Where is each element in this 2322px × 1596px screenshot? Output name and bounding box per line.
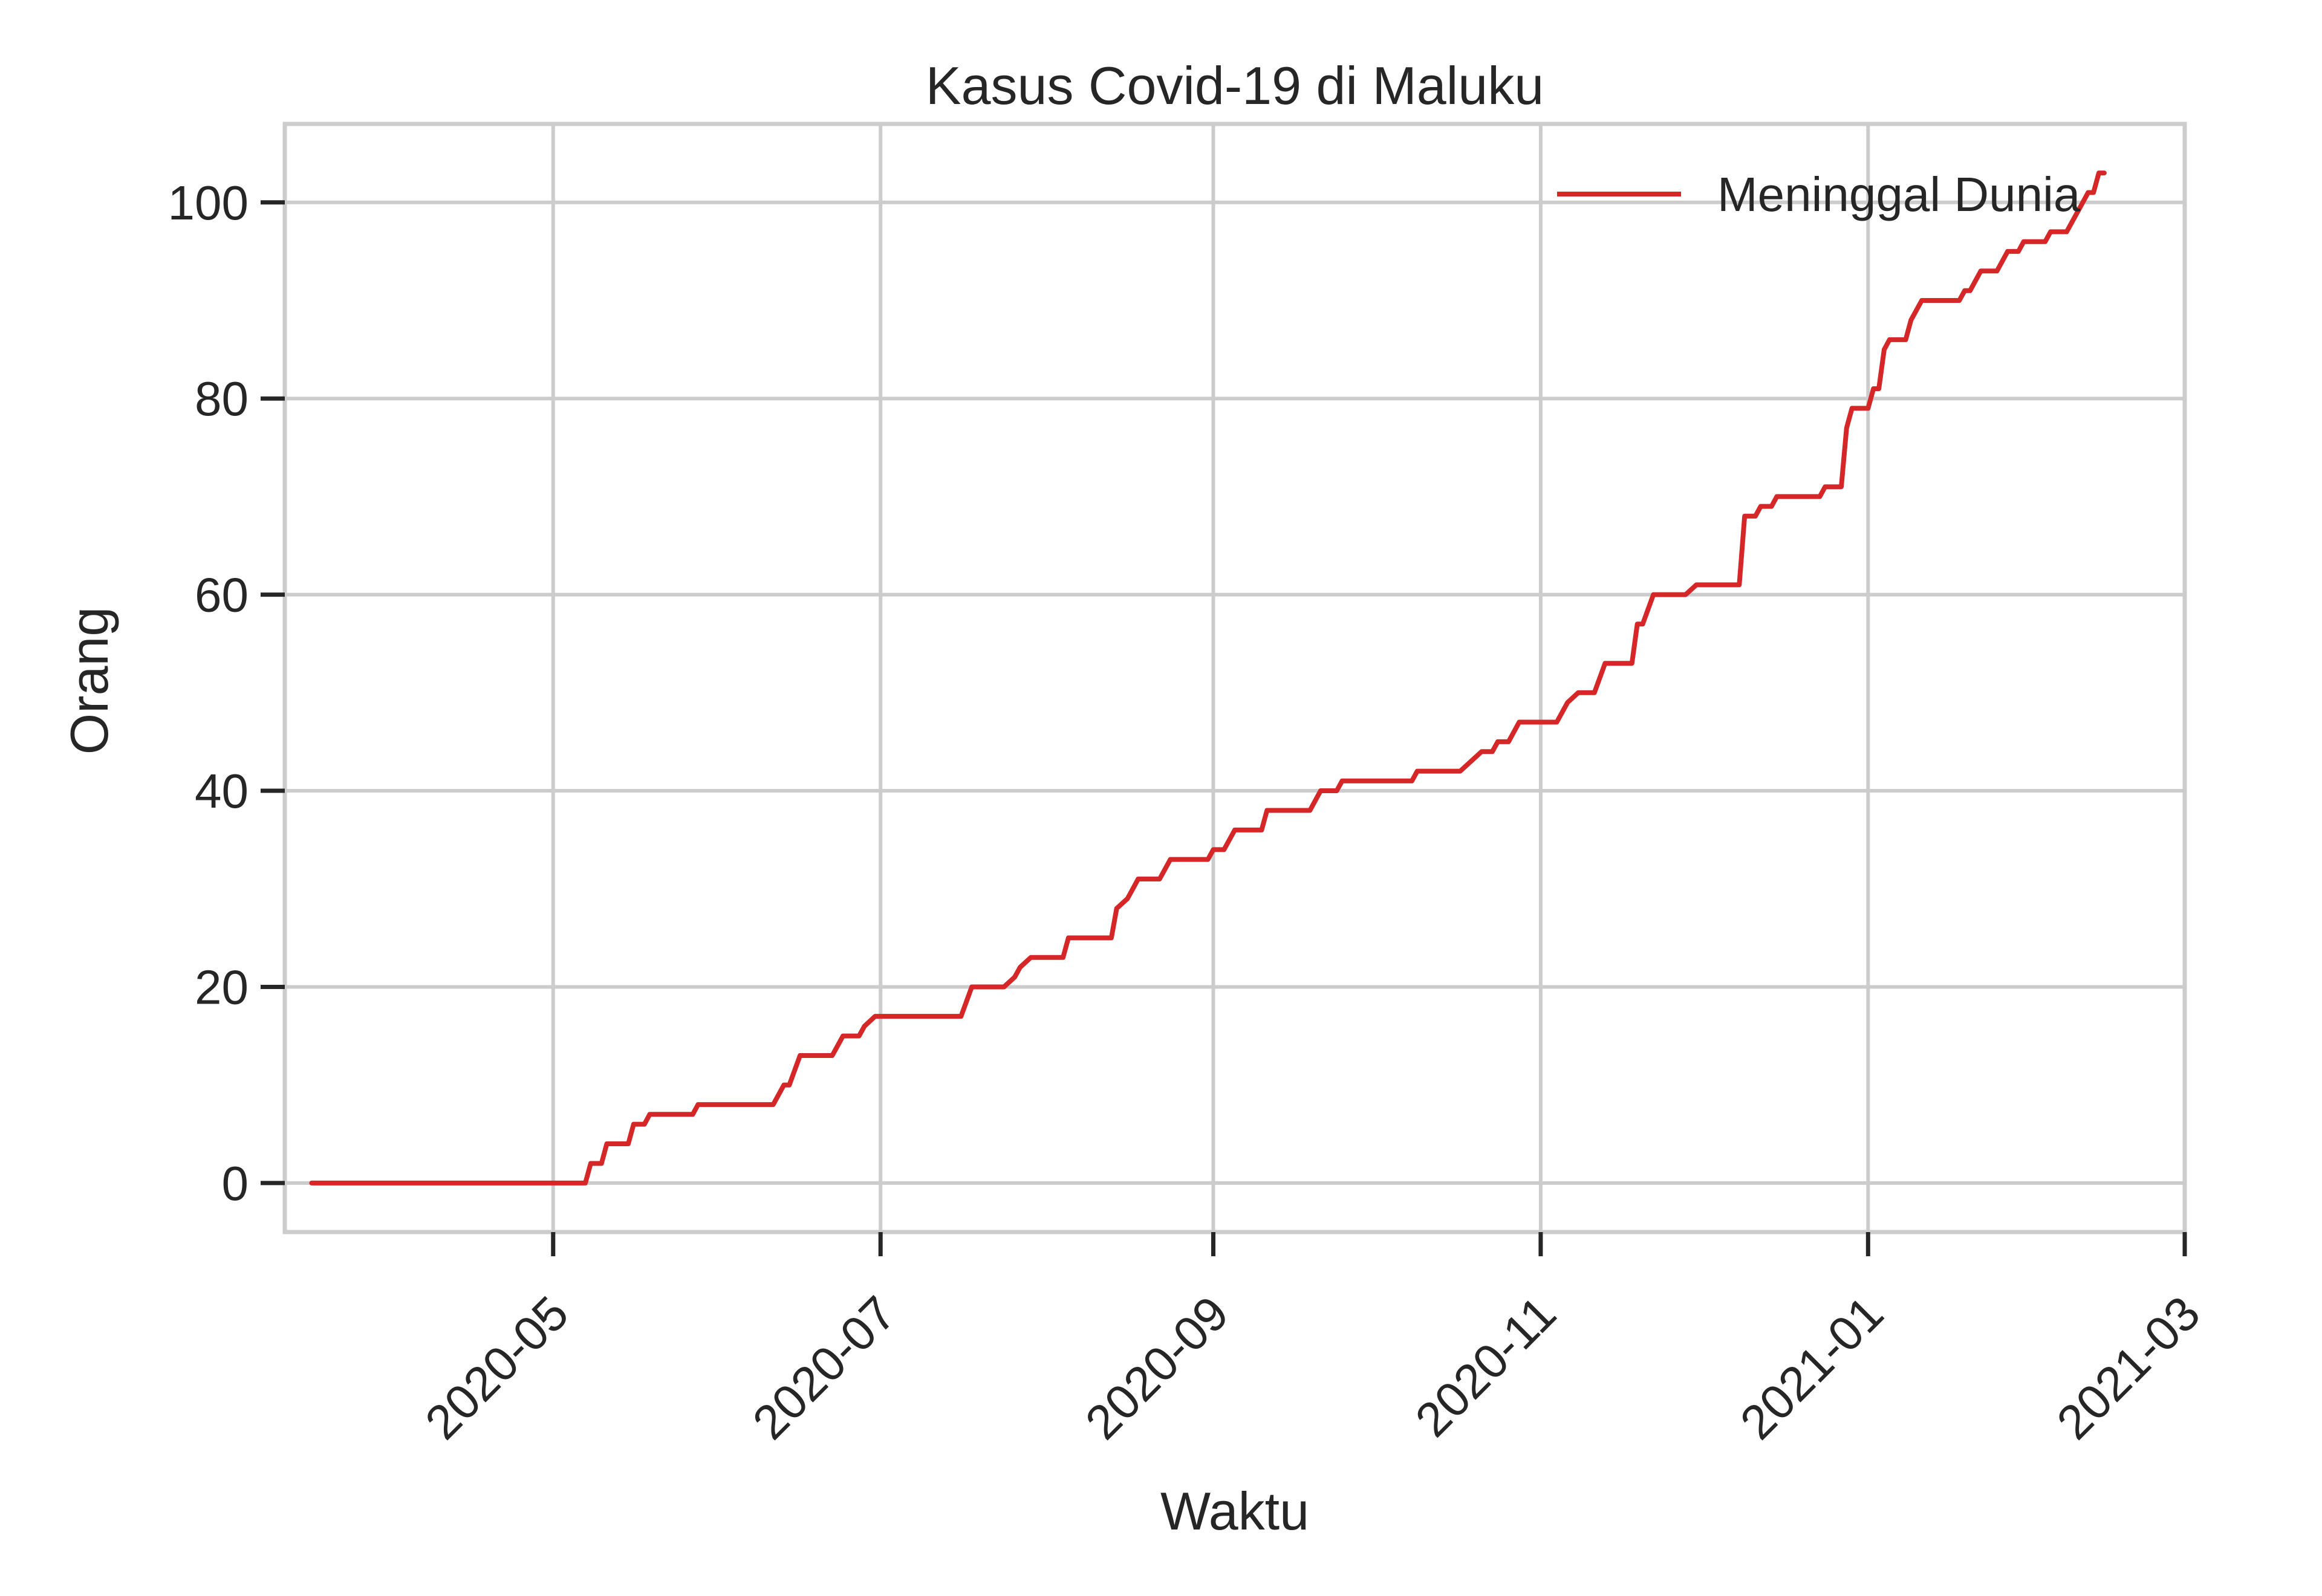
series-line-meninggal-dunia: [309, 170, 2107, 1186]
grid: [285, 124, 2187, 1232]
y-tick-label: 80: [195, 372, 249, 426]
legend-label-meninggal-dunia: Meninggal Dunia: [1717, 167, 2081, 221]
y-tick-label: 40: [195, 764, 249, 818]
y-axis-label: Orang: [59, 607, 119, 755]
plot-frame: [282, 122, 2187, 1234]
y-tick-label: 100: [168, 176, 249, 230]
y-tick-label: 20: [195, 960, 249, 1014]
x-axis-label: Waktu: [1160, 1481, 1309, 1541]
chart-title: Kasus Covid-19 di Maluku: [926, 56, 1544, 115]
series: [309, 170, 2107, 1186]
y-tick-label: 60: [195, 568, 249, 622]
y-tick-label: 0: [222, 1156, 249, 1210]
legend: Meninggal Dunia: [1557, 167, 2081, 221]
